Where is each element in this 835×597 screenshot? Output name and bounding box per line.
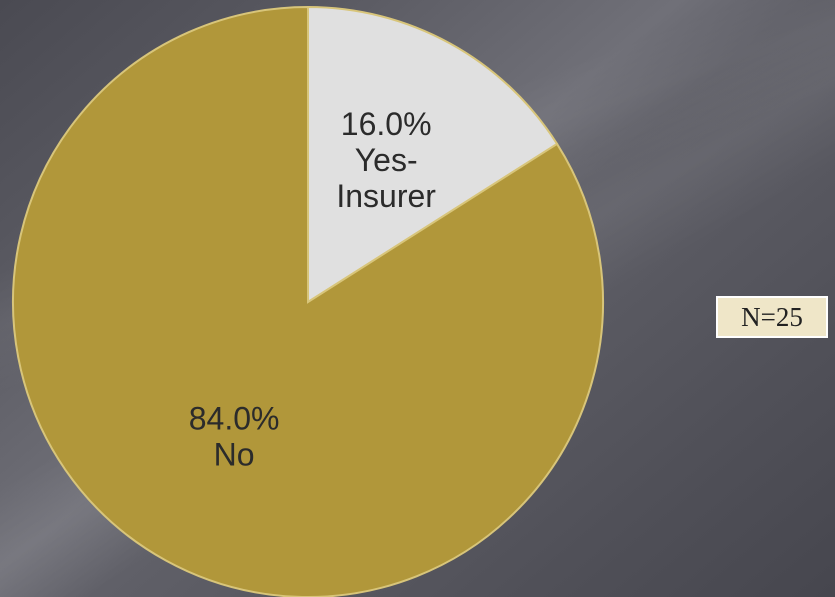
pie-slices (12, 5, 604, 597)
pie-slice-yes-insurer (307, 5, 559, 304)
pie-label-category: No (214, 436, 255, 472)
sample-size-text: N=25 (741, 301, 803, 332)
pie-label-percent: 84.0% (189, 400, 280, 436)
pie-label-category: Insurer (336, 178, 436, 214)
pie-slice-no (12, 5, 604, 597)
sample-size-note: N=25 (716, 296, 828, 338)
pie-label-yes-insurer: 16.0% Yes-Insurer (336, 106, 436, 214)
pie-label-no: 84.0% No (189, 400, 280, 472)
pie-label-percent: 16.0% (341, 106, 432, 142)
pie-labels: 16.0% Yes-Insurer 84.0% No (189, 106, 437, 473)
pie-label-category: Yes- (355, 142, 418, 178)
